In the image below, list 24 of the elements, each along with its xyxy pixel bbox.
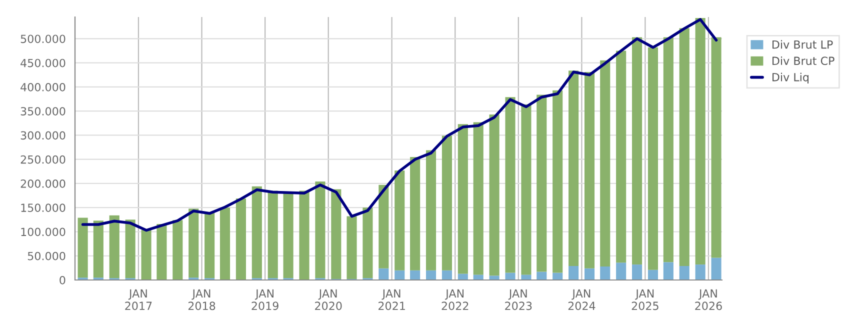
- y-tick-label: 50.000: [28, 252, 66, 260]
- x-tick-label: JAN 2022: [442, 289, 468, 310]
- y-tick-label: 200.000: [20, 179, 66, 188]
- x-tick-label: JAN 2021: [378, 289, 405, 310]
- y-tick-label: 0: [60, 276, 66, 284]
- y-tick-label: 350.000: [20, 107, 66, 116]
- legend-label: Div Brut CP: [772, 56, 834, 66]
- x-tick-label: JAN 2018: [188, 289, 216, 310]
- x-tick-label: JAN 2024: [568, 289, 596, 310]
- legend-label: Div Brut LP: [772, 40, 833, 49]
- y-tick-label: 400.000: [20, 82, 66, 92]
- y-tick-label: 500.000: [20, 34, 66, 44]
- x-tick-label: JAN 2017: [125, 289, 152, 310]
- y-tick-label: 150.000: [21, 204, 66, 212]
- y-tick-label: 300.000: [20, 131, 66, 140]
- y-tick-label: 100.000: [21, 228, 66, 236]
- x-tick-label: JAN 2020: [315, 289, 342, 310]
- y-tick-label: 450.000: [20, 58, 66, 68]
- x-tick-label: JAN 2023: [505, 289, 532, 310]
- x-tick-label: JAN 2025: [632, 289, 658, 310]
- x-tick-label: JAN 2019: [252, 289, 278, 310]
- legend-label: Div Liq: [772, 72, 808, 84]
- y-tick-label: 250.000: [20, 155, 66, 164]
- x-tick-label: JAN 2026: [695, 289, 722, 310]
